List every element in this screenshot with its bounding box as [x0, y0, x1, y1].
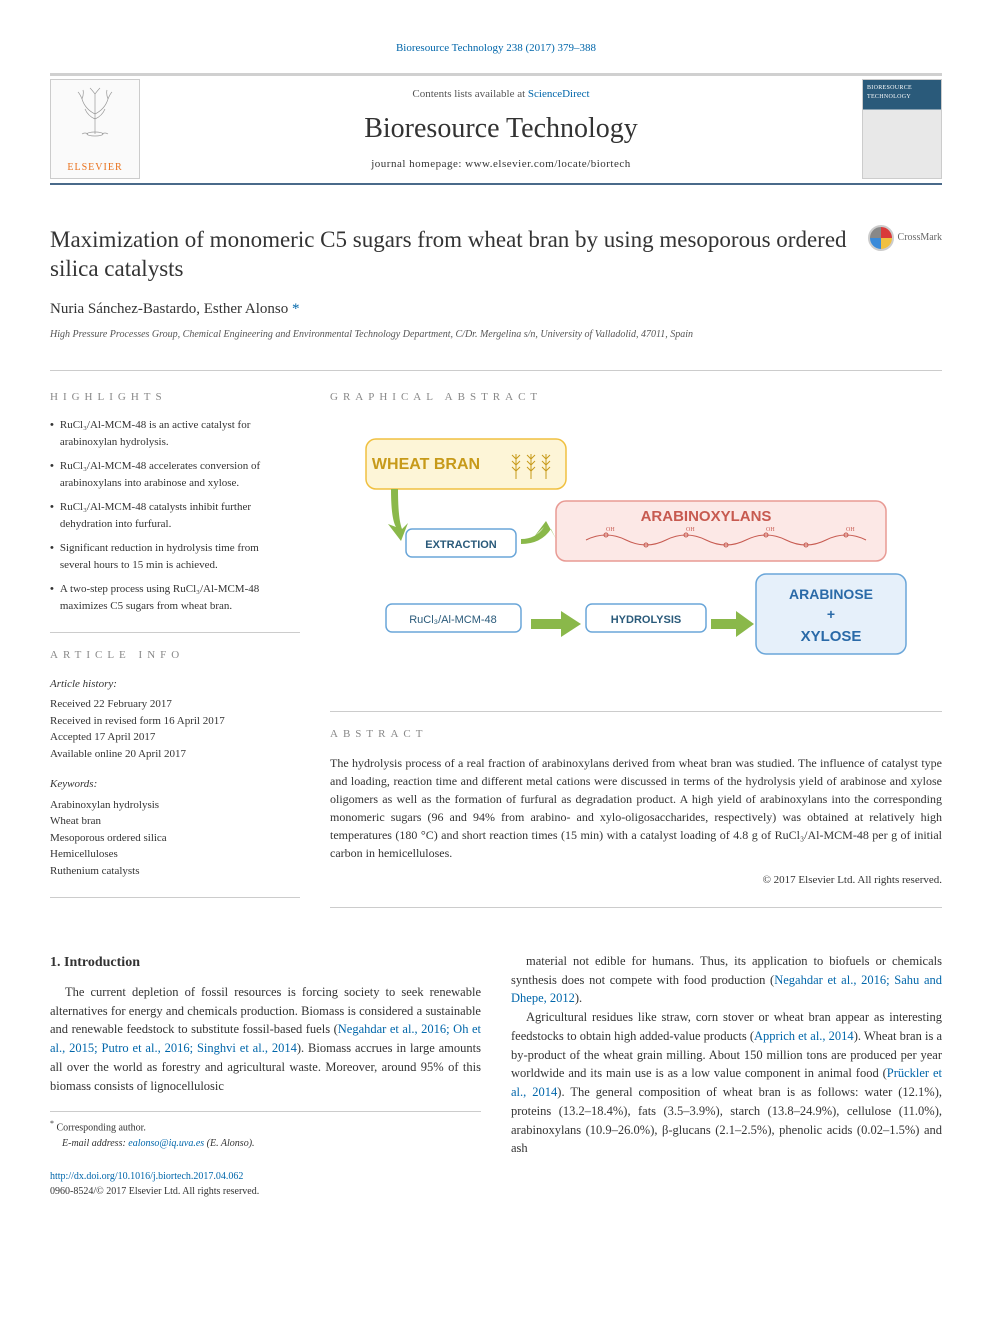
highlight-item: Significant reduction in hydrolysis time…: [50, 540, 292, 573]
intro-para-2: material not edible for humans. Thus, it…: [511, 952, 942, 1008]
keywords-label: Keywords:: [50, 776, 300, 793]
svg-text:OH: OH: [846, 527, 855, 533]
journal-name: Bioresource Technology: [140, 108, 862, 150]
sciencedirect-link[interactable]: ScienceDirect: [528, 88, 590, 100]
citation-link[interactable]: Apprich et al., 2014: [754, 1029, 854, 1043]
highlight-item: RuCl₃/Al-MCM-48 catalysts inhibit furthe…: [50, 499, 292, 532]
svg-text:ARABINOSE: ARABINOSE: [789, 586, 873, 602]
journal-homepage: journal homepage: www.elsevier.com/locat…: [140, 156, 862, 173]
abstract-copyright: © 2017 Elsevier Ltd. All rights reserved…: [330, 872, 942, 889]
keyword: Ruthenium catalysts: [50, 863, 300, 880]
svg-text:RuCl₃/Al-MCM-48: RuCl₃/Al-MCM-48: [409, 614, 497, 626]
doi-link[interactable]: http://dx.doi.org/10.1016/j.biortech.201…: [50, 1171, 243, 1182]
keyword: Hemicelluloses: [50, 846, 300, 863]
keyword: Arabinoxylan hydrolysis: [50, 797, 300, 814]
history-label: Article history:: [50, 676, 300, 693]
issn-line: 0960-8524/© 2017 Elsevier Ltd. All right…: [50, 1186, 259, 1197]
corresponding-mark: *: [292, 301, 300, 317]
keyword: Wheat bran: [50, 813, 300, 830]
svg-text:OH: OH: [606, 527, 615, 533]
abstract-text: The hydrolysis process of a real fractio…: [330, 754, 942, 862]
article-history: Received 22 February 2017Received in rev…: [50, 696, 300, 762]
authors: Nuria Sánchez-Bastardo, Esther Alonso *: [50, 298, 942, 321]
crossmark-label: CrossMark: [898, 230, 942, 245]
body-text: ). The general composition of wheat bran…: [511, 1085, 942, 1155]
article-info-heading: ARTICLE INFO: [50, 647, 300, 664]
history-line: Accepted 17 April 2017: [50, 729, 300, 746]
article-title: Maximization of monomeric C5 sugars from…: [50, 225, 868, 285]
graphical-abstract: WHEAT BRAN ARABINOXYLANS OH OH: [330, 417, 942, 693]
crossmark-icon: [868, 225, 894, 251]
abstract-heading: ABSTRACT: [330, 726, 942, 743]
publisher-name: ELSEVIER: [67, 160, 122, 175]
citation-link[interactable]: Bioresource Technology 238 (2017) 379–38…: [396, 42, 596, 54]
keywords-block: Arabinoxylan hydrolysisWheat branMesopor…: [50, 797, 300, 880]
elsevier-tree-icon: [70, 84, 120, 156]
graphical-abstract-svg: WHEAT BRAN ARABINOXYLANS OH OH: [350, 429, 922, 669]
intro-para-3: Agricultural residues like straw, corn s…: [511, 1008, 942, 1158]
corr-author-note: Corresponding author.: [57, 1123, 146, 1134]
svg-text:OH: OH: [766, 527, 775, 533]
contents-list-line: Contents lists available at ScienceDirec…: [140, 86, 862, 103]
svg-text:ARABINOXYLANS: ARABINOXYLANS: [641, 508, 772, 525]
body-text: ).: [575, 991, 582, 1005]
email-label: E-mail address:: [62, 1138, 128, 1149]
citation-header: Bioresource Technology 238 (2017) 379–38…: [50, 40, 942, 57]
svg-text:OH: OH: [686, 527, 695, 533]
publisher-logo: ELSEVIER: [50, 79, 140, 179]
intro-para-1: The current depletion of fossil resource…: [50, 983, 481, 1096]
graphical-abstract-heading: GRAPHICAL ABSTRACT: [330, 389, 942, 406]
affiliation: High Pressure Processes Group, Chemical …: [50, 327, 942, 342]
doi-block: http://dx.doi.org/10.1016/j.biortech.201…: [50, 1169, 481, 1199]
highlights-list: RuCl₃/Al-MCM-48 is an active catalyst fo…: [50, 417, 300, 614]
journal-header: ELSEVIER Contents lists available at Sci…: [50, 73, 942, 185]
highlight-item: RuCl₃/Al-MCM-48 is an active catalyst fo…: [50, 417, 292, 450]
cover-title: BIORESOURCE TECHNOLOGY: [867, 84, 937, 102]
email-link[interactable]: ealonso@iq.uva.es: [128, 1138, 204, 1149]
intro-heading: 1. Introduction: [50, 952, 481, 973]
author-names: Nuria Sánchez-Bastardo, Esther Alonso: [50, 301, 288, 317]
journal-cover-thumbnail: BIORESOURCE TECHNOLOGY: [862, 79, 942, 179]
footnotes: * Corresponding author. E-mail address: …: [50, 1111, 481, 1150]
keyword: Mesoporous ordered silica: [50, 830, 300, 847]
svg-text:WHEAT BRAN: WHEAT BRAN: [372, 456, 480, 473]
svg-text:XYLOSE: XYLOSE: [801, 628, 862, 645]
svg-text:HYDROLYSIS: HYDROLYSIS: [611, 614, 682, 626]
highlight-item: RuCl₃/Al-MCM-48 accelerates conversion o…: [50, 458, 292, 491]
svg-text:EXTRACTION: EXTRACTION: [425, 539, 497, 551]
history-line: Received in revised form 16 April 2017: [50, 713, 300, 730]
highlights-heading: HIGHLIGHTS: [50, 389, 300, 406]
contents-prefix: Contents lists available at: [412, 88, 527, 100]
highlight-item: A two-step process using RuCl₃/Al-MCM-48…: [50, 581, 292, 614]
svg-text:+: +: [827, 606, 835, 622]
history-line: Received 22 February 2017: [50, 696, 300, 713]
history-line: Available online 20 April 2017: [50, 746, 300, 763]
crossmark-badge[interactable]: CrossMark: [868, 225, 942, 251]
email-suffix: (E. Alonso).: [204, 1138, 254, 1149]
